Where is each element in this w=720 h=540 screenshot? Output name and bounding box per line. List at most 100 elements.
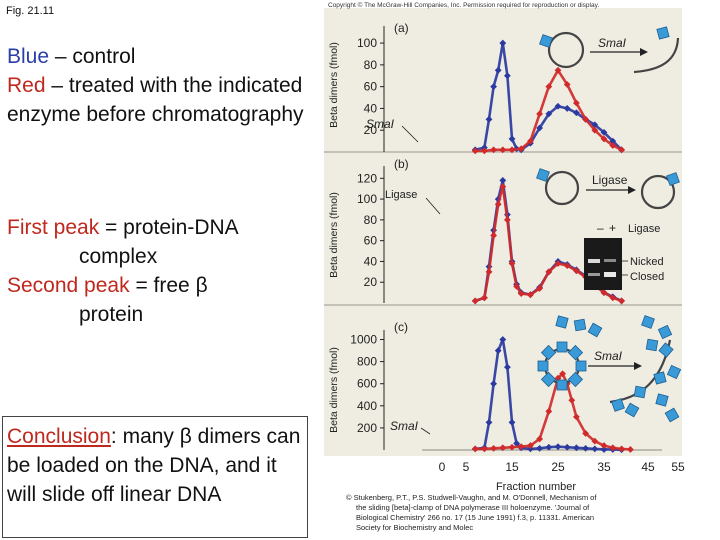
treated-data-point (490, 232, 497, 239)
control-data-point (536, 124, 543, 132)
control-data-point (536, 444, 543, 452)
credit-line-3: Biological Chemistry' 266 no. 17 (15 Jun… (356, 513, 594, 522)
beta-clamp-bead (537, 360, 549, 372)
second-peak-term: Second peak (7, 274, 130, 297)
first-peak-eq: = (99, 216, 124, 239)
treated-data-point (536, 110, 543, 118)
beta-clamp-bead (633, 385, 647, 399)
x-tick-label: 55 (671, 460, 685, 474)
control-data-point (508, 418, 516, 426)
beta-clamp-bead (611, 398, 625, 412)
curve-label-ligase-b: Ligase (385, 189, 417, 201)
control-data-point (494, 347, 502, 354)
chromatography-figure: Copyright © The McGraw-Hill Companies, I… (322, 0, 686, 540)
treated-data-point (481, 445, 488, 453)
second-peak-desc2: protein (79, 303, 144, 326)
second-peak-eq: = free β (129, 274, 208, 297)
y-tick-label: 600 (357, 377, 377, 391)
plot-panel-b: 20 40 60 80 100 120 (357, 166, 625, 305)
panel-label-b: (b) (394, 157, 409, 171)
circular-dna-b (544, 170, 580, 206)
treated-data-point (471, 297, 479, 305)
control-data-point (591, 445, 599, 453)
peak-definitions: First peak = protein-DNA complex Second … (7, 213, 322, 329)
beta-clamp-bead-a2 (656, 26, 670, 40)
gel-inset: – + Ligase Nicked Closed (584, 221, 664, 290)
control-data-point (499, 176, 507, 184)
arrow-head-b (628, 186, 636, 194)
gel-label-closed: Closed (630, 271, 664, 283)
y-tick-label: 800 (357, 355, 377, 369)
treated-data-point (527, 291, 534, 299)
x-tick-label: 15 (505, 460, 519, 474)
treated-data-point (618, 297, 625, 305)
treated-data-point (600, 289, 608, 297)
treated-data-point (573, 413, 580, 421)
beta-clamp-bead (575, 360, 587, 372)
treated-data-point (591, 126, 599, 134)
diagram-label-ligase-b: Ligase (592, 173, 628, 187)
curve-pointer-c (420, 427, 431, 435)
diagram-a: SmaI (539, 26, 680, 74)
gel-image (584, 238, 622, 290)
y-tick-label: 100 (357, 192, 377, 206)
treated-data-point (471, 445, 479, 453)
gel-lane-minus: – (597, 221, 604, 235)
treated-data-point (600, 135, 608, 143)
figure-number-label: Fig. 21.11 (6, 5, 55, 17)
beta-clamp-bead-b (536, 168, 550, 182)
panel-label-c: (c) (394, 320, 408, 334)
x-tick-label: 5 (463, 460, 470, 474)
control-data-point (485, 418, 493, 426)
beta-clamp-bead-a (539, 34, 553, 48)
x-tick-label: 25 (551, 460, 565, 474)
treated-data-point (490, 444, 497, 452)
diagram-c: SmaI (537, 315, 682, 423)
gel-lane-plus: + (609, 221, 616, 235)
treated-data-point (563, 81, 571, 88)
diagram-label-smai-c: SmaI (594, 349, 623, 363)
treated-data-point (536, 435, 543, 443)
beta-clamp-bead (540, 371, 557, 388)
treated-data-point (490, 146, 497, 154)
conclusion-text: many β dimers can be loaded on the DNA, … (7, 425, 301, 506)
control-data-point (573, 109, 580, 117)
treated-data-point (600, 442, 608, 449)
treated-data-point (573, 267, 580, 275)
treated-data-point (471, 147, 479, 155)
beta-clamp-bead (666, 364, 682, 380)
credit-line-2: the sliding [beta]-clamp of DNA polymera… (356, 503, 590, 512)
beta-clamp-bead (657, 324, 673, 340)
curve-label-smai-c: SmaI (390, 419, 419, 433)
y-tick-label: 80 (364, 213, 378, 227)
y-tick-label: 120 (357, 171, 377, 185)
control-data-point (508, 135, 516, 143)
beta-clamp-bead (624, 402, 640, 418)
treated-data-point (582, 430, 589, 437)
y-tick-label: 100 (357, 36, 377, 50)
beta-clamp-bead (658, 342, 674, 358)
beta-clamp-bead (567, 371, 584, 388)
color-legend-text: Blue – control Red – treated with the in… (7, 42, 317, 129)
x-tick-label: 45 (641, 460, 655, 474)
control-data-point (554, 443, 562, 451)
treated-data-point (517, 145, 525, 153)
y-tick-label: 20 (364, 123, 378, 137)
treated-data-point (508, 146, 516, 154)
conclusion-colon: : (110, 425, 117, 448)
credit-line-4: Society for Biochemistry and Molec (356, 523, 473, 532)
treated-data-point (609, 142, 617, 149)
y-tick-label: 1000 (350, 333, 377, 347)
beta-clamp-bead (641, 315, 655, 329)
y-tick-label: 200 (357, 421, 377, 435)
gel-ligase-label: Ligase (628, 223, 660, 235)
legend-blue-rest: – control (49, 45, 136, 68)
treated-data-point (494, 200, 502, 208)
control-data-point (545, 443, 553, 451)
curve-label-smai-a: SmaI (366, 117, 395, 131)
treated-data-point (513, 282, 520, 290)
y-tick-label: 60 (364, 234, 378, 248)
legend-blue-word: Blue (7, 45, 50, 68)
conclusion-heading: Conclusion (7, 425, 111, 448)
treated-data-point (582, 115, 589, 123)
